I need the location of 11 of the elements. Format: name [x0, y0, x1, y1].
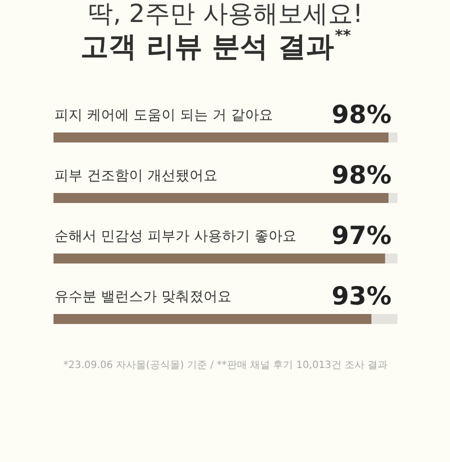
y-tick-label: 피지 케어에 도움이 되는 거 같아요: [54, 108, 273, 124]
y-tick-label: 유수분 밸런스가 맞춰졌어요: [54, 289, 232, 305]
y-tick-label: 피부 건조함이 개선됐어요: [54, 168, 218, 184]
y-tick-label: 순해서 민감성 피부가 사용하기 좋아요: [54, 228, 296, 244]
text: *23.09.06 자사몰(공식몰) 기준 / **판매 채널 후기 10,013건 조사 결과: [63, 360, 388, 371]
chart-subtitle: 고객 리뷰 분석 결과**: [80, 26, 351, 63]
data-label: 98%: [332, 100, 392, 129]
data-label: 93%: [332, 282, 392, 310]
data-label: 98%: [332, 160, 392, 190]
chart-title: 딱, 2주만 사용해보세요!: [88, 0, 363, 28]
data-label: 97%: [332, 221, 392, 250]
